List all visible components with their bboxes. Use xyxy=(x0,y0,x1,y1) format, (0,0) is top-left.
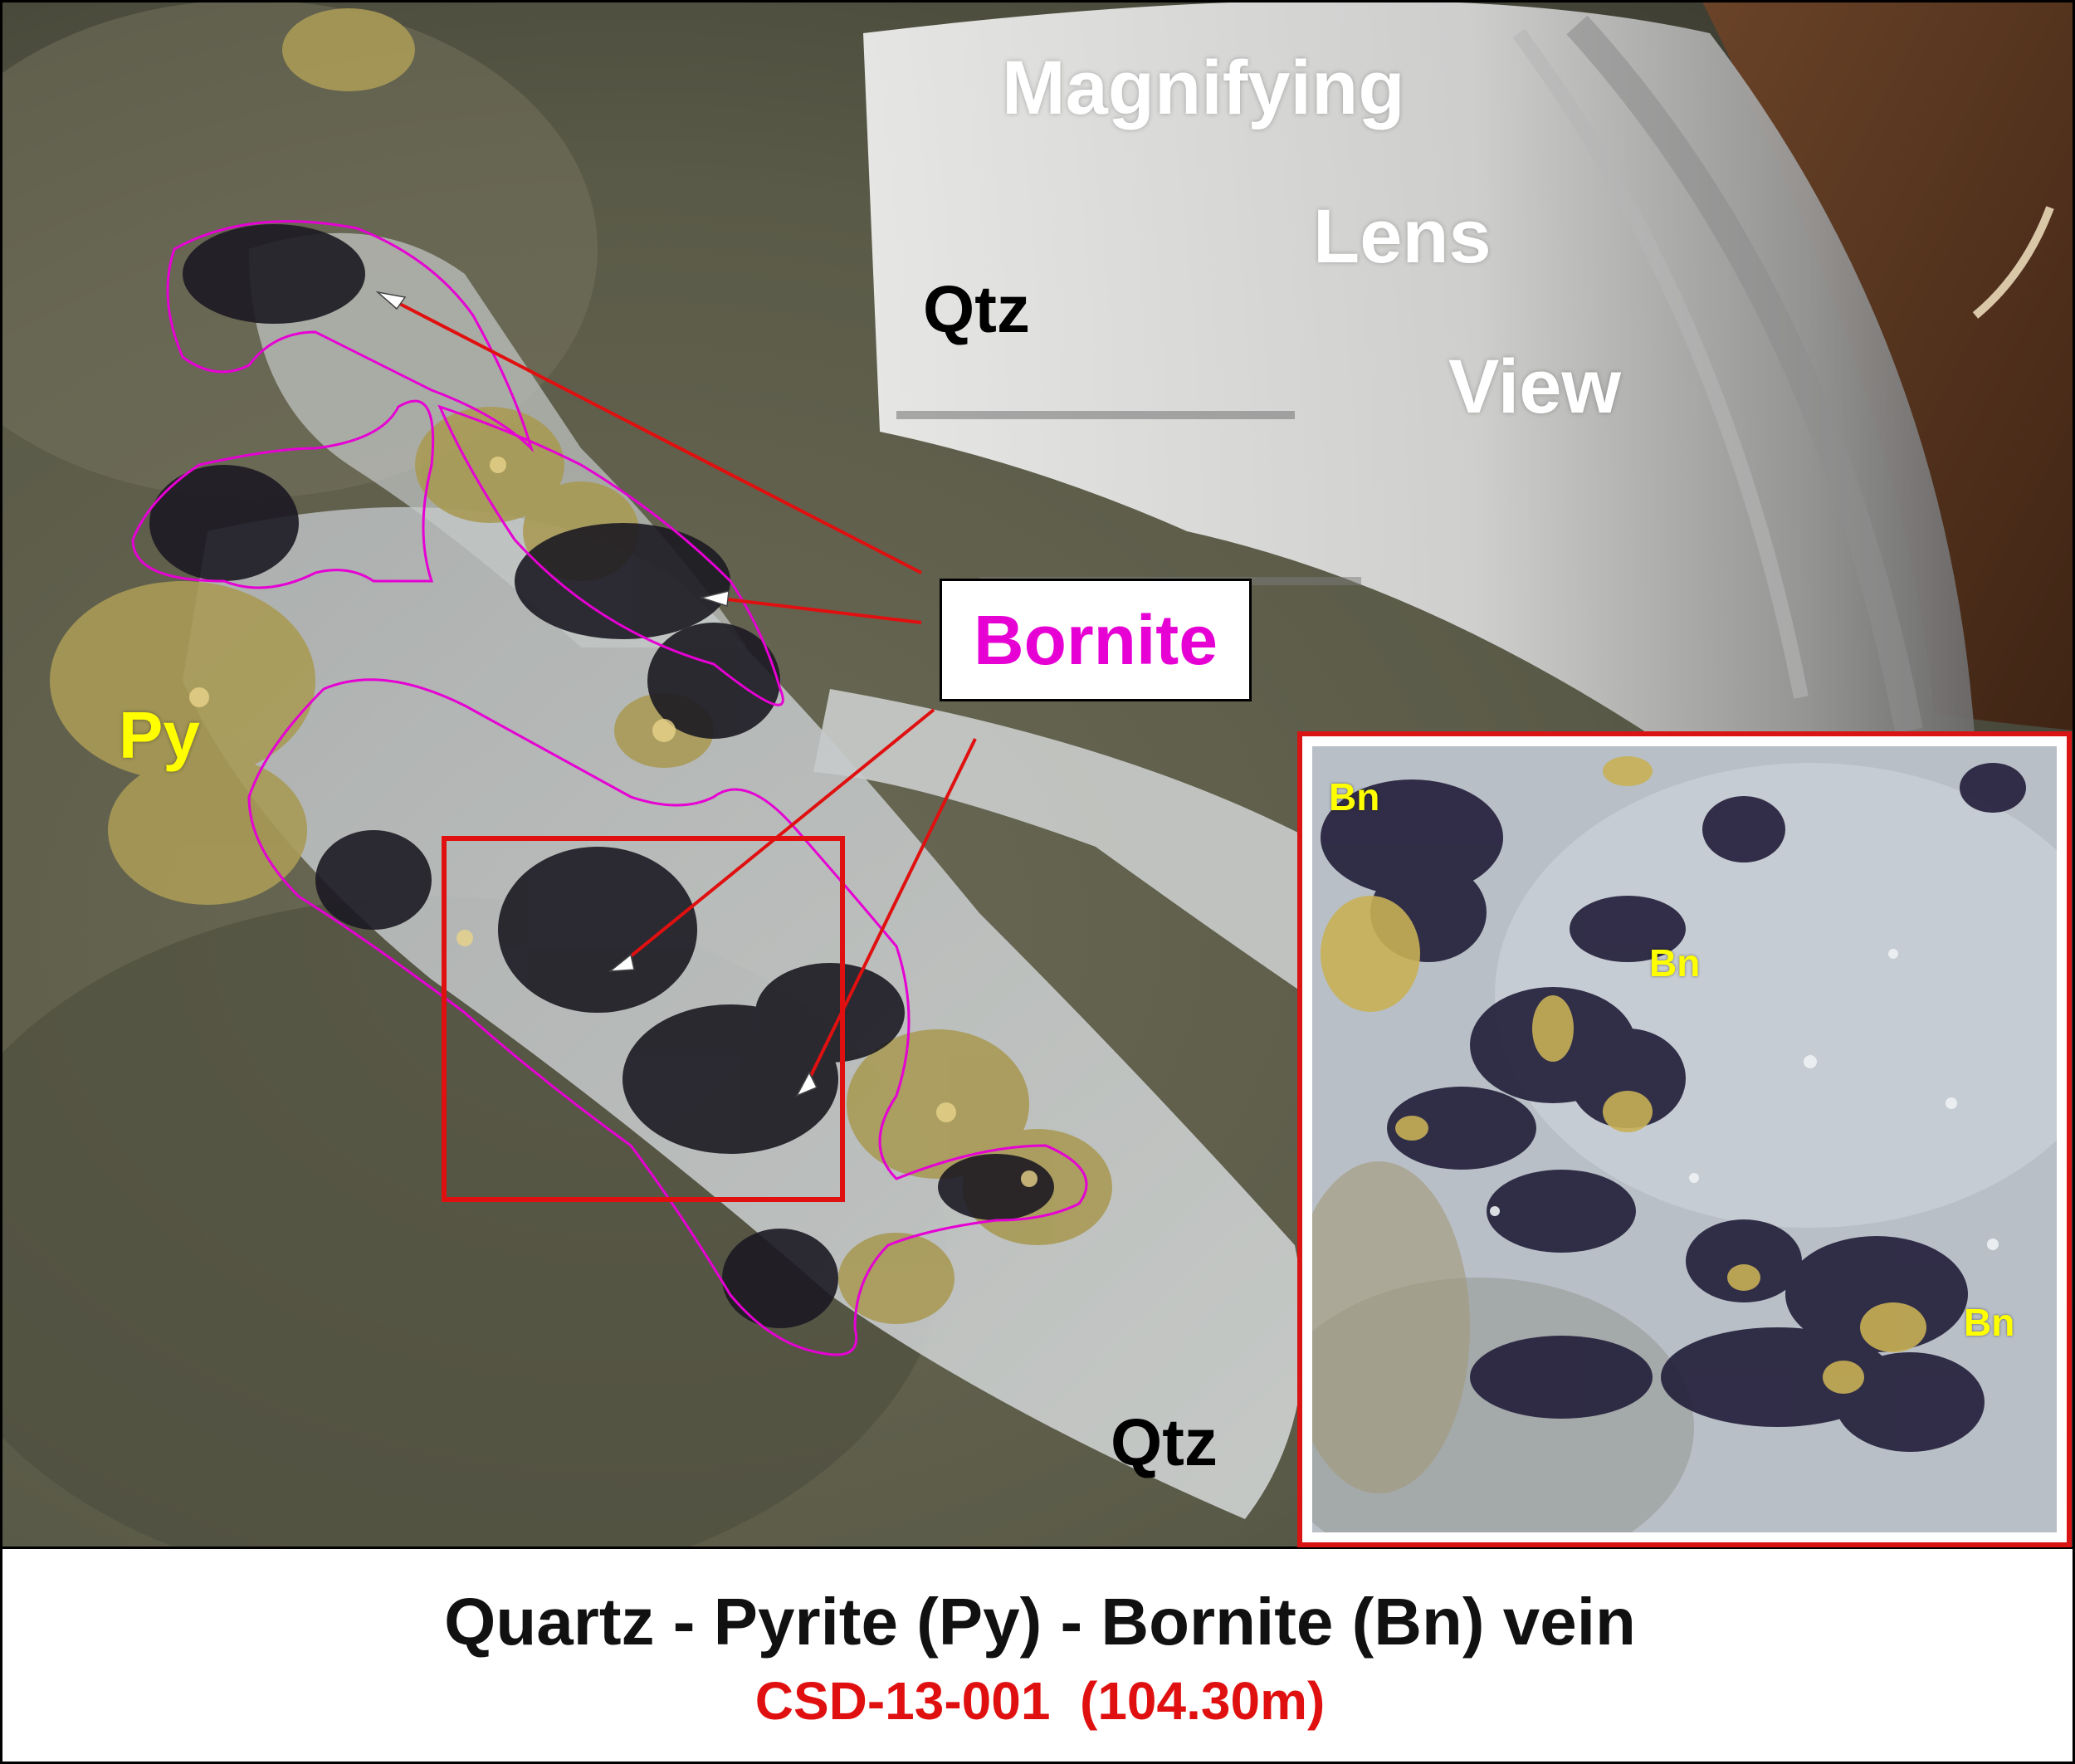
inset-bn-label-2: Bn xyxy=(1649,941,1701,985)
magnified-inset: Bn Bn Bn xyxy=(1297,731,2072,1547)
caption-title: Quartz - Pyrite (Py) - Bornite (Bn) vein xyxy=(444,1585,1636,1659)
inset-photo xyxy=(1312,746,2057,1532)
zoom-region-box xyxy=(442,836,845,1202)
bornite-label: Bornite xyxy=(974,600,1218,679)
lens-label-view: View xyxy=(1448,344,1621,429)
caption-subtitle: CSD-13-001 (104.30m) xyxy=(754,1671,1326,1731)
caption-panel: Quartz - Pyrite (Py) - Bornite (Bn) vein… xyxy=(0,1549,2075,1764)
qtz-label-top: Qtz xyxy=(923,272,1030,346)
inset-bn-label-1: Bn xyxy=(1329,775,1380,818)
inset-bn-label-3: Bn xyxy=(1964,1301,2015,1344)
lens-label-lens: Lens xyxy=(1313,194,1492,279)
bornite-outline xyxy=(131,220,1088,1356)
qtz-label-bottom: Qtz xyxy=(1111,1405,1218,1479)
pyrite-label: Py xyxy=(119,698,200,772)
bornite-label-box: Bornite xyxy=(940,579,1252,701)
lens-label-magnifying: Magnifying xyxy=(1002,46,1405,130)
